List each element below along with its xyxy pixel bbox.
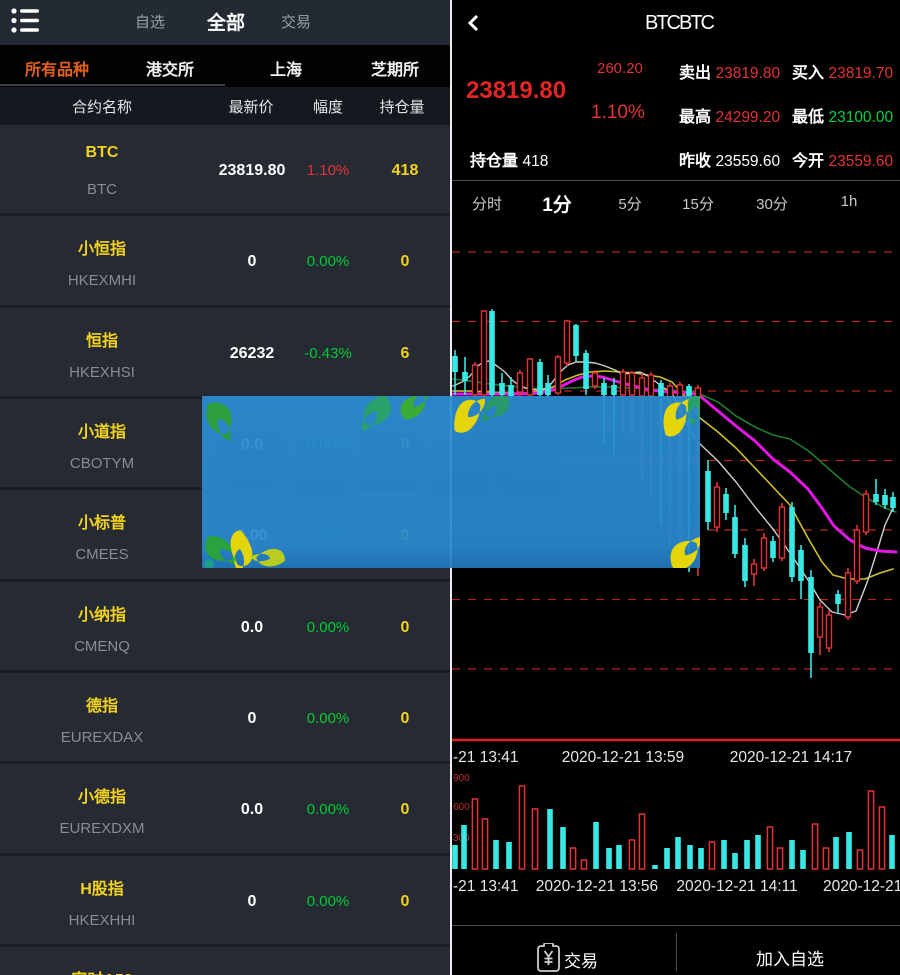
svg-text:-21 13:41: -21 13:41	[453, 878, 519, 895]
svg-text:900: 900	[453, 773, 470, 784]
svg-text:2020-12-21 13:56: 2020-12-21 13:56	[536, 878, 658, 895]
svg-text:-21 13:41: -21 13:41	[453, 749, 519, 766]
svg-text:600: 600	[453, 802, 470, 813]
svg-text:2020-12-21 14:11: 2020-12-21 14:11	[676, 878, 797, 895]
svg-text:2020-12-21 14:26: 2020-12-21 14:26	[823, 878, 900, 895]
svg-text:2020-12-21 13:59: 2020-12-21 13:59	[562, 749, 684, 766]
svg-text:2020-12-21 14:17: 2020-12-21 14:17	[730, 749, 852, 766]
